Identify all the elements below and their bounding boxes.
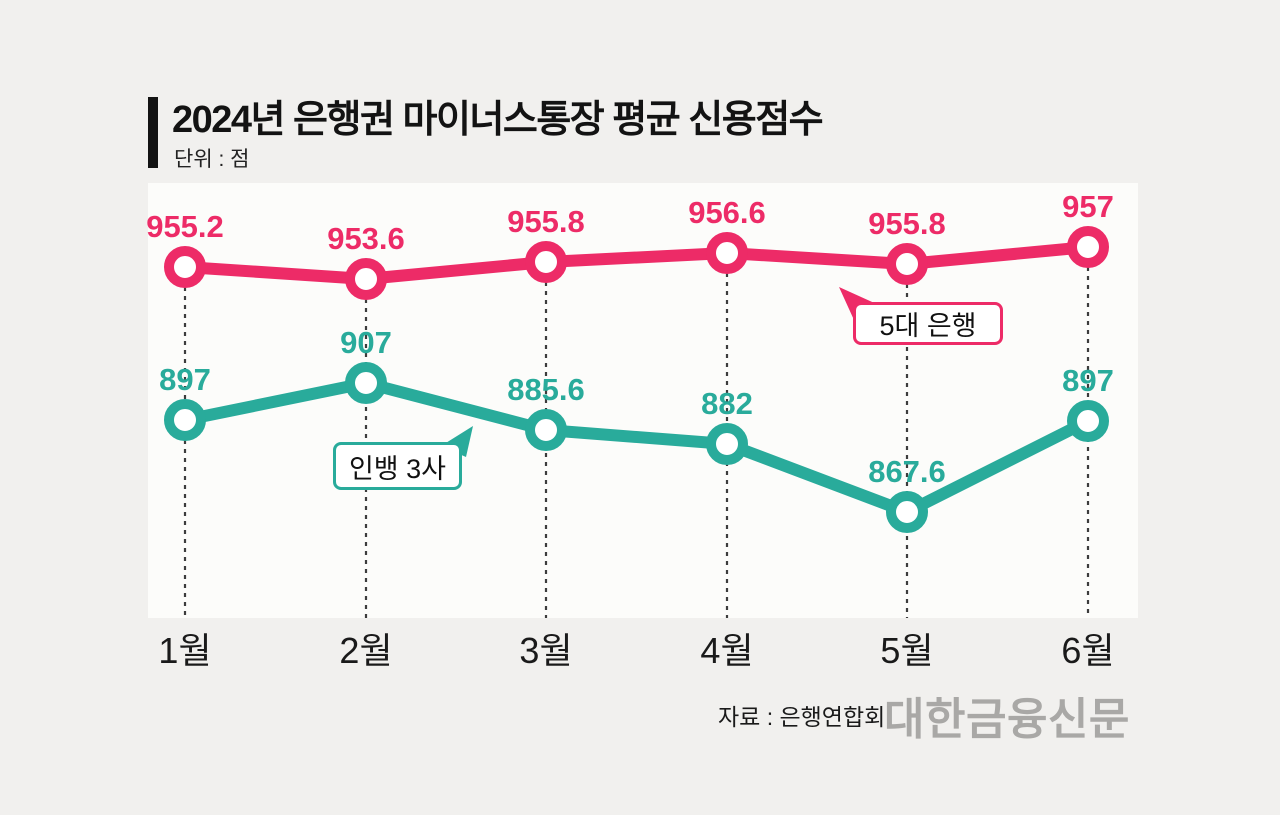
data-point-label: 956.6 (688, 195, 766, 230)
unit-label: 단위 : 점 (174, 148, 250, 171)
data-point-marker (525, 409, 567, 451)
press-logo: 대한금융신문 (884, 695, 1130, 744)
data-point-marker (886, 491, 928, 533)
data-point-label: 957 (1062, 189, 1114, 224)
data-point-label: 885.6 (507, 372, 585, 407)
x-axis-label: 1월 (158, 630, 212, 671)
data-point-label: 882 (701, 386, 753, 421)
x-axis-label: 6월 (1061, 630, 1115, 671)
x-axis-label: 4월 (700, 630, 754, 671)
data-point-marker (886, 243, 928, 285)
callout-bank5: 5대 은행 (853, 302, 1003, 345)
data-point-marker (525, 241, 567, 283)
data-point-marker (1067, 400, 1109, 442)
x-axis-label: 3월 (519, 630, 573, 671)
data-point-marker (1067, 226, 1109, 268)
source-note: 자료 : 은행연합회 (718, 704, 886, 730)
data-point-label: 897 (1062, 363, 1114, 398)
callout-inbank3: 인뱅 3사 (333, 442, 462, 490)
data-point-marker (164, 399, 206, 441)
data-point-label: 897 (159, 362, 211, 397)
x-axis-label: 2월 (339, 630, 393, 671)
series-line (179, 377, 1094, 518)
callout-inbank3-label: 인뱅 3사 (348, 453, 447, 484)
data-point-marker (345, 258, 387, 300)
x-axis-label: 5월 (880, 630, 934, 671)
data-point-label: 953.6 (327, 221, 405, 256)
callout-bank5-label: 5대 은행 (879, 311, 977, 341)
data-point-label: 907 (340, 325, 392, 360)
data-point-label: 867.6 (868, 454, 946, 489)
chart-title: 2024년 은행권 마이너스통장 평균 신용점수 (172, 99, 824, 141)
data-point-marker (706, 423, 748, 465)
data-point-label: 955.8 (868, 206, 946, 241)
data-point-marker (345, 362, 387, 404)
data-point-marker (164, 246, 206, 288)
data-point-marker (706, 232, 748, 274)
series-line (179, 241, 1094, 285)
title-accent-bar (148, 97, 158, 168)
data-point-label: 955.2 (146, 209, 224, 244)
data-point-label: 955.8 (507, 204, 585, 239)
